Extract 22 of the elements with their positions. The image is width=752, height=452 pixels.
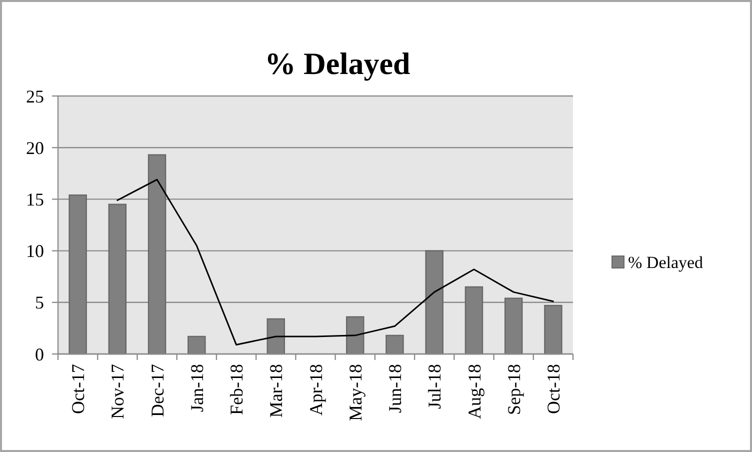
y-tick-label: 10 [26,241,44,262]
chart-title: % Delayed [264,46,410,81]
x-tick-label: Mar-18 [266,364,286,418]
x-tick-label: Dec-17 [147,364,168,417]
x-tick-label: Apr-18 [306,364,326,416]
x-tick-label: Jun-18 [385,364,406,413]
line-series [116,178,554,346]
x-tick-label: May-18 [345,364,366,421]
x-tick-label: Jul-18 [424,364,445,409]
x-tick-label: Oct-17 [68,364,88,414]
x-tick-label: Feb-18 [226,364,247,415]
x-tick-label: Nov-17 [108,364,128,419]
y-tick-label: 5 [35,292,44,313]
y-tick-label: 20 [26,138,44,158]
x-tick-label: Sep-18 [504,364,524,415]
y-tick-label: 0 [35,344,44,364]
legend-label: % Delayed [628,252,704,272]
x-tick-label: Aug-18 [464,364,484,419]
y-tick-label: 15 [26,190,44,210]
x-tick-label: Jan-18 [186,364,207,412]
x-tick-label: Oct-18 [543,364,564,414]
y-tick-label: 25 [26,86,44,106]
